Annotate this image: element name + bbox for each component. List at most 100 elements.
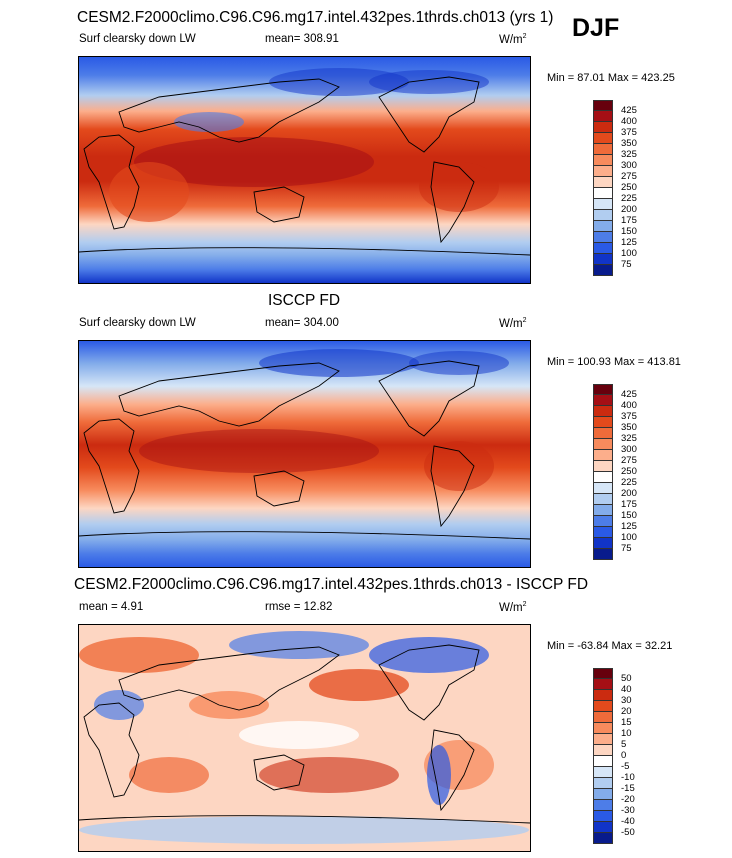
colorbar-tick-label: 125 xyxy=(621,237,637,248)
colorbar-tick-label: 250 xyxy=(621,466,637,477)
colorbar-swatch xyxy=(593,789,613,800)
colorbar-tick-label: 100 xyxy=(621,248,637,259)
panel2-mean: mean= 304.00 xyxy=(265,317,339,329)
panel2-field xyxy=(79,341,530,567)
colorbar-swatch xyxy=(593,133,613,144)
colorbar-swatch xyxy=(593,155,613,166)
colorbar-tick-label: 425 xyxy=(621,105,637,116)
colorbar-swatch xyxy=(593,384,613,395)
colorbar-swatch xyxy=(593,756,613,767)
panel3-title: CESM2.F2000climo.C96.C96.mg17.intel.432p… xyxy=(74,576,589,593)
colorbar-tick-label: 200 xyxy=(621,488,637,499)
panel2-units: W/m2 xyxy=(499,317,527,330)
colorbar-tick-label: -5 xyxy=(621,761,630,772)
colorbar-swatch xyxy=(593,538,613,549)
panel3-field xyxy=(79,625,530,851)
panel2-minmax: Min = 100.93 Max = 413.81 xyxy=(547,356,681,368)
colorbar-tick-label: 40 xyxy=(621,684,632,695)
colorbar-swatch xyxy=(593,494,613,505)
panel1-units: W/m2 xyxy=(499,33,527,46)
colorbar-tick-label: 400 xyxy=(621,116,637,127)
colorbar-tick-label: 375 xyxy=(621,411,637,422)
colorbar-swatch xyxy=(593,690,613,701)
colorbar-tick-label: 75 xyxy=(621,259,632,270)
colorbar-tick-label: 325 xyxy=(621,433,637,444)
colorbar-tick-label: 225 xyxy=(621,477,637,488)
panel3-map xyxy=(78,624,531,852)
colorbar-swatch xyxy=(593,144,613,155)
colorbar-tick-label: 325 xyxy=(621,149,637,160)
colorbar-swatch xyxy=(593,439,613,450)
colorbar-swatch xyxy=(593,450,613,461)
colorbar-tick-label: 350 xyxy=(621,138,637,149)
colorbar-swatch xyxy=(593,527,613,538)
colorbar-tick-label: -30 xyxy=(621,805,635,816)
panel2-colorbar xyxy=(593,384,613,560)
colorbar-swatch xyxy=(593,778,613,789)
colorbar-swatch xyxy=(593,395,613,406)
colorbar-tick-label: -15 xyxy=(621,783,635,794)
colorbar-tick-label: 175 xyxy=(621,215,637,226)
colorbar-tick-label: 425 xyxy=(621,389,637,400)
colorbar-tick-label: 15 xyxy=(621,717,632,728)
colorbar-tick-label: 225 xyxy=(621,193,637,204)
colorbar-swatch xyxy=(593,679,613,690)
colorbar-tick-label: -10 xyxy=(621,772,635,783)
colorbar-tick-label: 275 xyxy=(621,171,637,182)
colorbar-swatch xyxy=(593,428,613,439)
colorbar-tick-label: 150 xyxy=(621,226,637,237)
colorbar-swatch xyxy=(593,199,613,210)
colorbar-swatch xyxy=(593,822,613,833)
colorbar-tick-label: 300 xyxy=(621,160,637,171)
colorbar-swatch xyxy=(593,701,613,712)
colorbar-swatch xyxy=(593,111,613,122)
panel3-colorbar xyxy=(593,668,613,844)
colorbar-swatch xyxy=(593,188,613,199)
colorbar-tick-label: 100 xyxy=(621,532,637,543)
colorbar-tick-label: 175 xyxy=(621,499,637,510)
colorbar-tick-label: 300 xyxy=(621,444,637,455)
panel1-title: CESM2.F2000climo.C96.C96.mg17.intel.432p… xyxy=(77,9,554,26)
colorbar-tick-label: 400 xyxy=(621,400,637,411)
panel2-variable: Surf clearsky down LW xyxy=(79,317,196,329)
colorbar-tick-label: -20 xyxy=(621,794,635,805)
colorbar-swatch xyxy=(593,833,613,844)
colorbar-swatch xyxy=(593,100,613,111)
colorbar-swatch xyxy=(593,483,613,494)
panel2-map xyxy=(78,340,531,568)
colorbar-swatch xyxy=(593,177,613,188)
colorbar-tick-label: 375 xyxy=(621,127,637,138)
panel1-field xyxy=(79,57,530,283)
colorbar-swatch xyxy=(593,406,613,417)
colorbar-swatch xyxy=(593,800,613,811)
panel3-units: W/m2 xyxy=(499,601,527,614)
colorbar-swatch xyxy=(593,221,613,232)
colorbar-swatch xyxy=(593,516,613,527)
coastlines xyxy=(79,76,530,256)
colorbar-tick-label: 20 xyxy=(621,706,632,717)
colorbar-swatch xyxy=(593,243,613,254)
colorbar-swatch xyxy=(593,734,613,745)
colorbar-swatch xyxy=(593,712,613,723)
colorbar-swatch xyxy=(593,505,613,516)
colorbar-tick-label: 10 xyxy=(621,728,632,739)
colorbar-swatch xyxy=(593,210,613,221)
panel3-rmse: rmse = 12.82 xyxy=(265,601,333,613)
colorbar-tick-label: 250 xyxy=(621,182,637,193)
coastlines xyxy=(79,360,530,540)
colorbar-tick-label: 200 xyxy=(621,204,637,215)
colorbar-swatch xyxy=(593,122,613,133)
colorbar-swatch xyxy=(593,723,613,734)
colorbar-tick-label: 75 xyxy=(621,543,632,554)
colorbar-swatch xyxy=(593,549,613,560)
colorbar-swatch xyxy=(593,417,613,428)
season-label: DJF xyxy=(572,14,620,42)
colorbar-tick-label: -40 xyxy=(621,816,635,827)
panel3-mean: mean = 4.91 xyxy=(79,601,144,613)
colorbar-tick-label: 50 xyxy=(621,673,632,684)
panel1-colorbar xyxy=(593,100,613,276)
colorbar-swatch xyxy=(593,461,613,472)
colorbar-tick-label: 0 xyxy=(621,750,627,761)
panel1-minmax: Min = 87.01 Max = 423.25 xyxy=(547,72,675,84)
colorbar-swatch xyxy=(593,232,613,243)
